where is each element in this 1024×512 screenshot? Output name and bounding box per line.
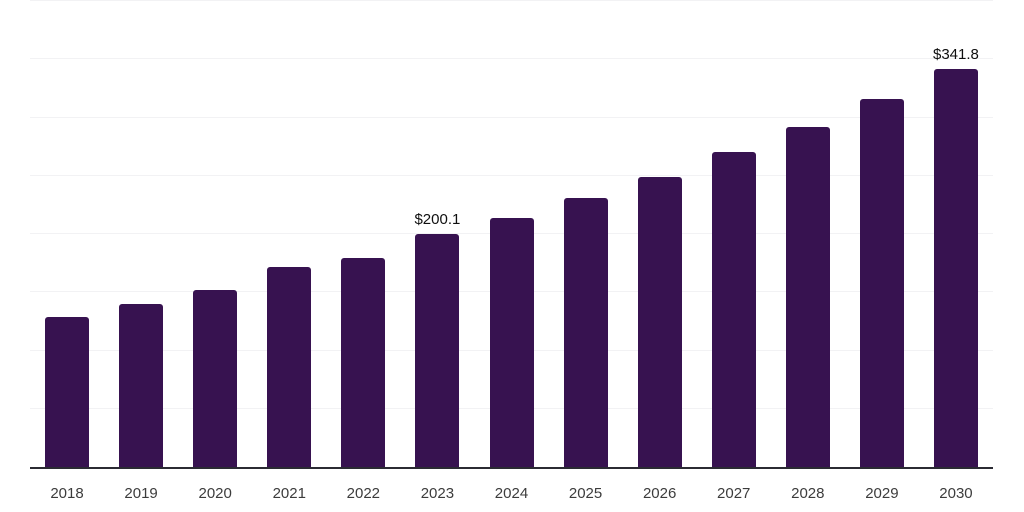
bar-2023 — [415, 233, 460, 467]
x-tick-2025: 2025 — [568, 485, 603, 502]
bar-2024 — [489, 217, 534, 467]
bar-2025 — [563, 197, 608, 467]
x-tick-2022: 2022 — [346, 485, 381, 502]
gridline-250 — [30, 174, 993, 176]
gridline-400 — [30, 0, 993, 1]
bar-2029 — [859, 98, 904, 467]
gridline-300 — [30, 116, 993, 118]
bar-2020 — [193, 289, 238, 467]
x-tick-2027: 2027 — [717, 485, 751, 502]
x-tick-2029: 2029 — [865, 485, 899, 502]
gridline-350 — [30, 58, 993, 60]
x-tick-2018: 2018 — [50, 485, 84, 502]
plot-area: $200.1 $341.8 — [30, 0, 993, 469]
bar-2021 — [267, 267, 312, 467]
x-tick-2019: 2019 — [124, 485, 158, 502]
x-tick-2023: 2023 — [420, 485, 455, 502]
x-axis-line — [30, 467, 993, 469]
x-tick-2030: 2030 — [939, 485, 973, 502]
bar-2022 — [341, 257, 386, 467]
bar-2028 — [785, 126, 830, 467]
x-tick-2024: 2024 — [494, 485, 529, 502]
x-tick-2026: 2026 — [642, 485, 677, 502]
bar-2027 — [711, 152, 756, 467]
bar-2019 — [119, 304, 164, 467]
bar-2030 — [933, 68, 978, 467]
bar-2018 — [45, 316, 90, 467]
bar-2026 — [637, 176, 682, 467]
x-tick-2021: 2021 — [272, 485, 306, 502]
x-tick-2028: 2028 — [791, 485, 825, 502]
x-tick-2020: 2020 — [198, 485, 232, 502]
value-label-2023: $200.1 — [414, 210, 461, 228]
value-label-2030: $341.8 — [933, 45, 979, 63]
bar-chart-figure: $200.1 $341.8 2018 2019 2020 2021 2022 2023 202… — [30, 0, 993, 512]
x-axis-tick-labels: 2018 2019 2020 2021 2022 2023 2024 2025 2026 2027… — [30, 469, 993, 512]
